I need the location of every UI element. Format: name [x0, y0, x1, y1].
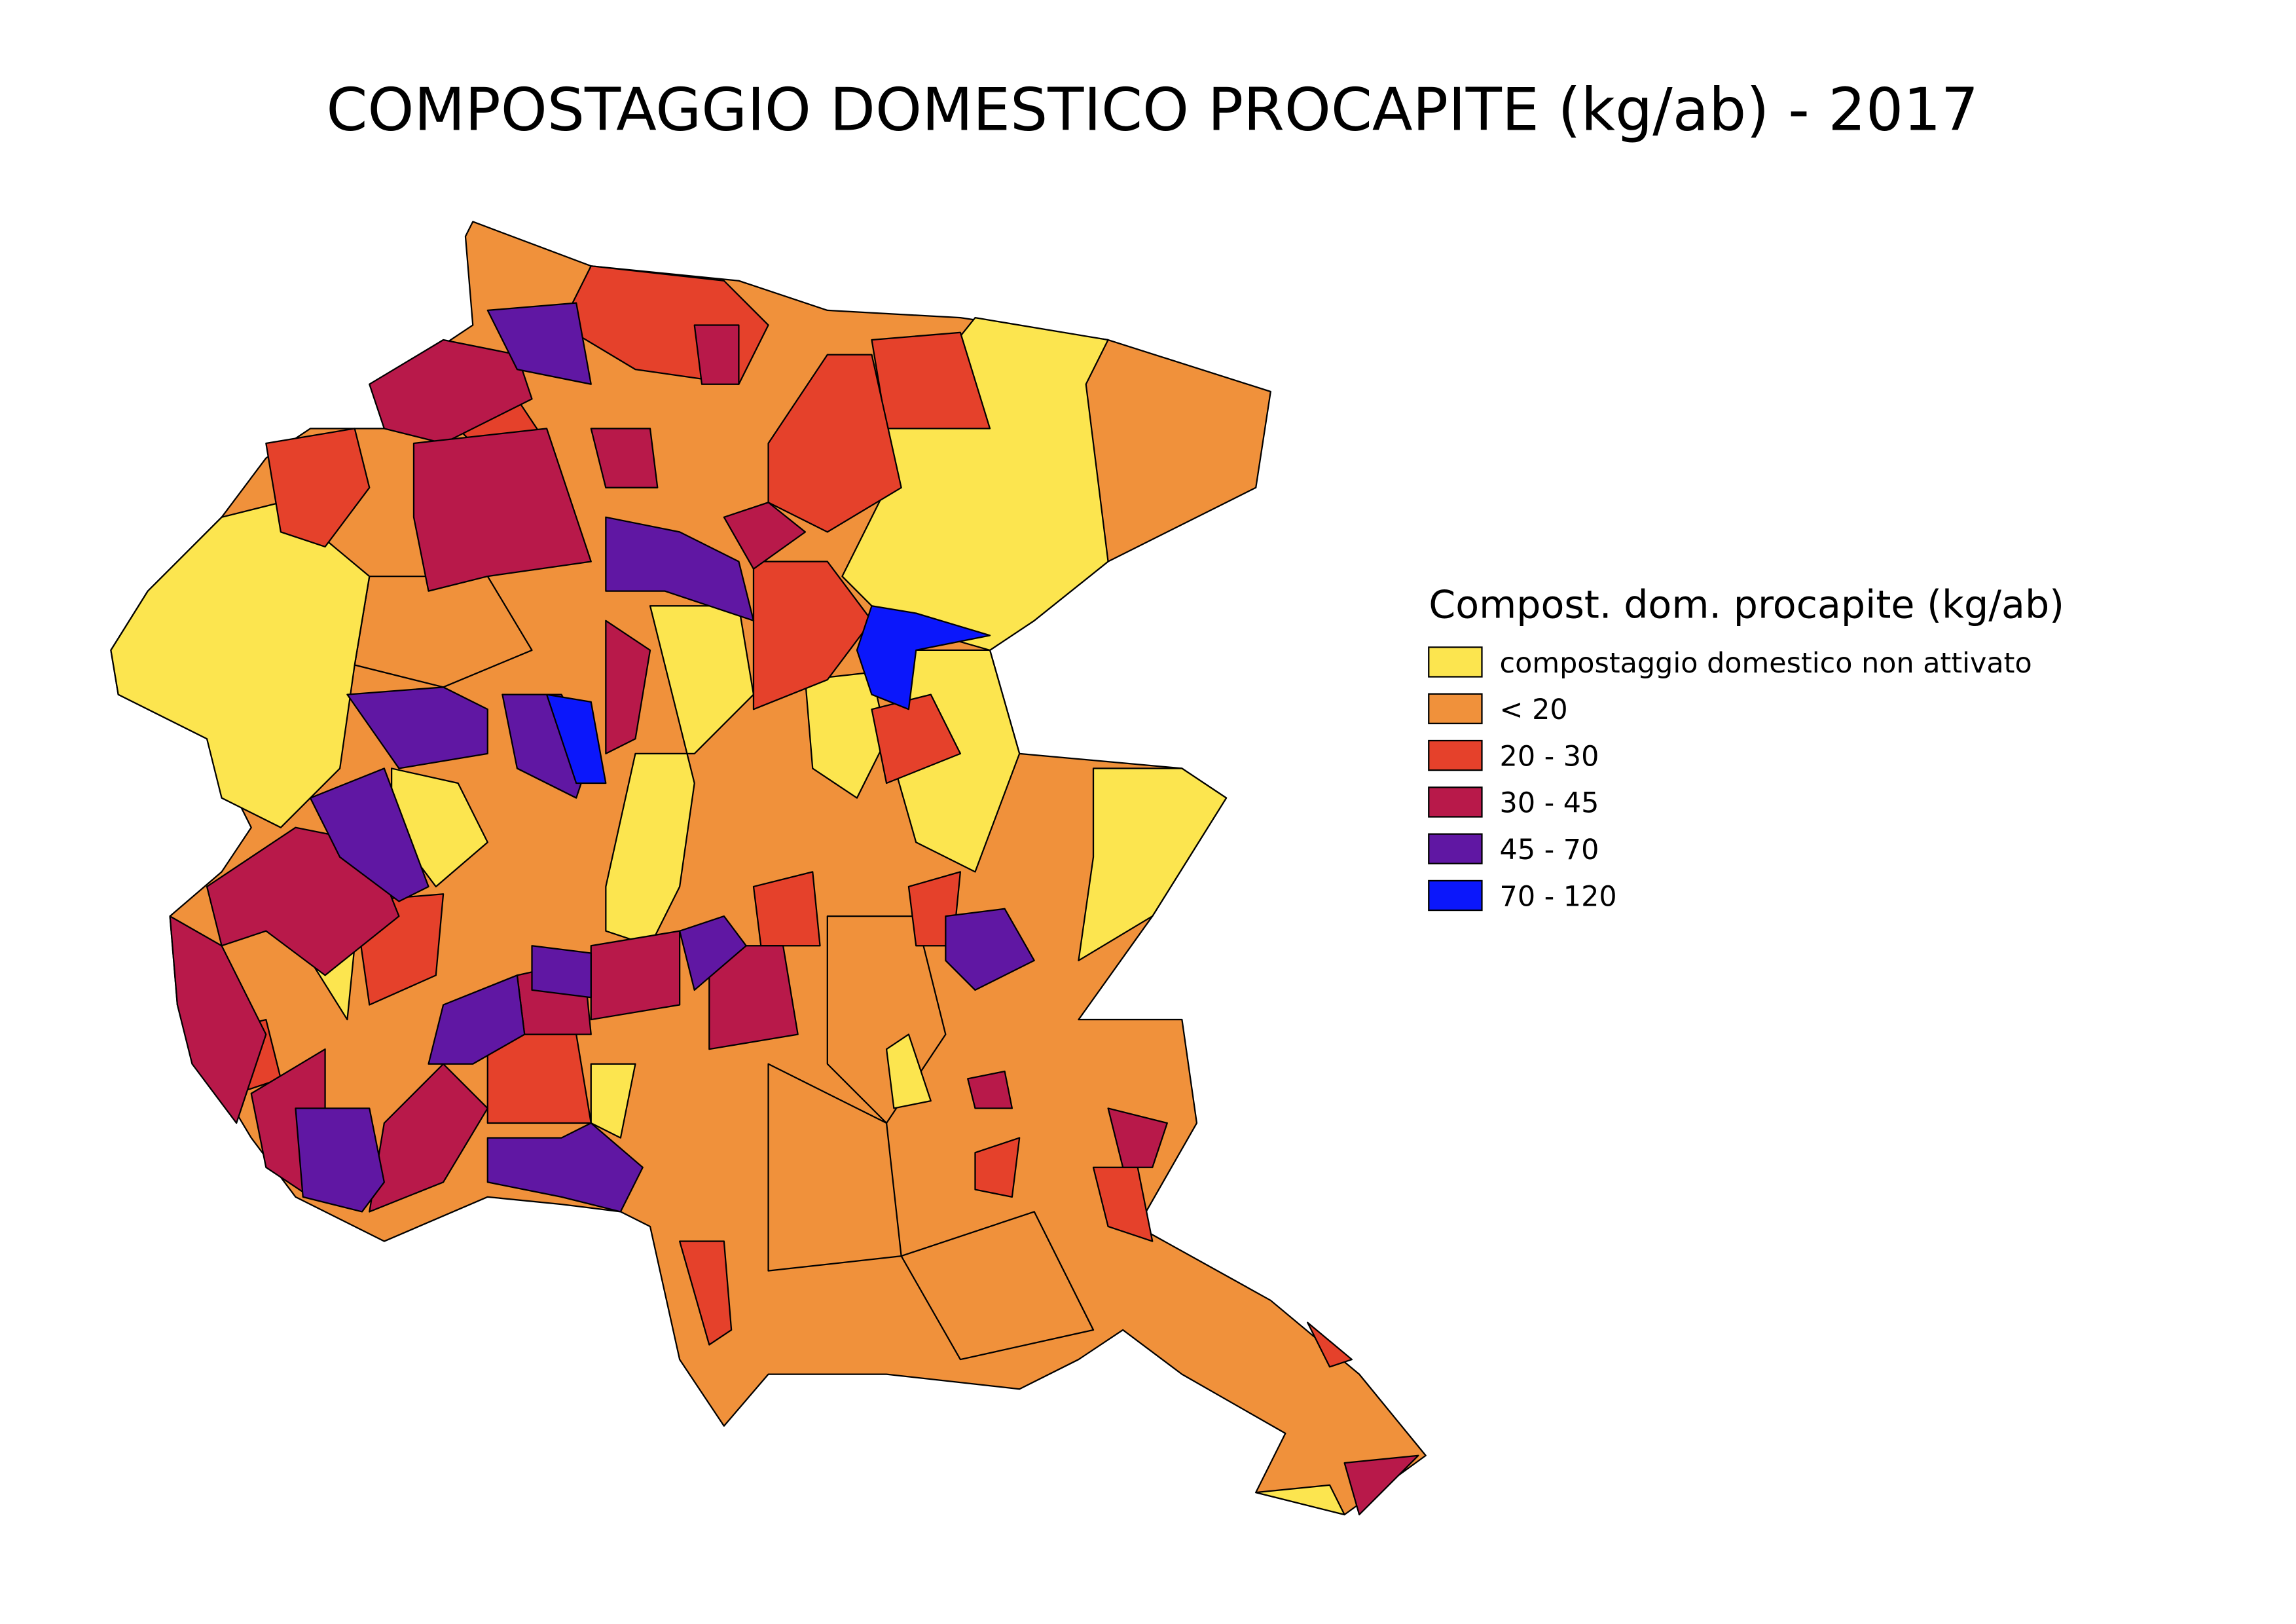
municipality	[486, 1033, 592, 1124]
municipality	[1343, 1454, 1419, 1516]
municipality	[590, 1063, 636, 1139]
municipality	[169, 915, 267, 1124]
municipality	[545, 693, 607, 784]
municipality	[693, 324, 740, 385]
municipality	[708, 945, 799, 1050]
municipality	[412, 428, 592, 592]
municipality	[265, 428, 371, 548]
municipality	[804, 671, 888, 799]
municipality	[531, 945, 592, 999]
municipality	[346, 686, 488, 769]
legend-items: compostaggio domestico non attivato < 20 2…	[1428, 646, 2032, 913]
municipality	[605, 516, 755, 621]
municipality	[752, 561, 873, 710]
legend-label: 30 - 45	[1500, 787, 1599, 820]
municipality	[752, 871, 821, 947]
municipality	[590, 428, 659, 489]
municipality	[605, 605, 755, 947]
municipality	[856, 605, 991, 710]
municipality	[369, 339, 533, 445]
municipality	[1078, 767, 1228, 961]
municipality	[605, 619, 651, 754]
legend: Compost. dom. procapite (kg/ab) composta…	[1428, 582, 2064, 913]
map	[110, 221, 1427, 1516]
legend-label: < 20	[1500, 693, 1568, 726]
municipality	[309, 767, 429, 902]
municipality	[486, 1122, 644, 1213]
map-title: COMPOSTAGGIO DOMESTICO PROCAPITE (kg/ab)…	[326, 76, 1978, 145]
municipality	[1107, 1107, 1168, 1168]
legend-label: compostaggio domestico non attivato	[1500, 647, 2032, 680]
municipality	[428, 974, 526, 1065]
municipality	[679, 915, 747, 991]
municipality	[110, 502, 371, 828]
municipality	[945, 908, 1035, 991]
legend-title: Compost. dom. procapite (kg/ab)	[1429, 582, 2064, 627]
municipality	[967, 1070, 1013, 1109]
legend-label: 45 - 70	[1500, 834, 1599, 866]
legend-swatch	[1428, 693, 1483, 724]
legend-swatch	[1428, 879, 1483, 912]
legend-label: 20 - 30	[1500, 740, 1599, 773]
municipality	[1307, 1321, 1353, 1368]
legend-swatch	[1428, 786, 1483, 818]
legend-swatch	[1428, 739, 1483, 771]
municipality	[1255, 1484, 1345, 1516]
legend-swatch	[1428, 646, 1483, 678]
municipality	[871, 693, 962, 784]
municipality	[590, 930, 681, 1021]
municipality	[679, 1240, 733, 1346]
municipality	[295, 1107, 385, 1213]
legend-label: 70 - 120	[1500, 880, 1617, 913]
municipality	[486, 302, 592, 385]
municipality	[885, 1033, 932, 1109]
legend-swatch	[1428, 833, 1483, 864]
municipality	[900, 1211, 1095, 1361]
municipality	[723, 502, 807, 570]
municipality	[974, 1137, 1021, 1198]
